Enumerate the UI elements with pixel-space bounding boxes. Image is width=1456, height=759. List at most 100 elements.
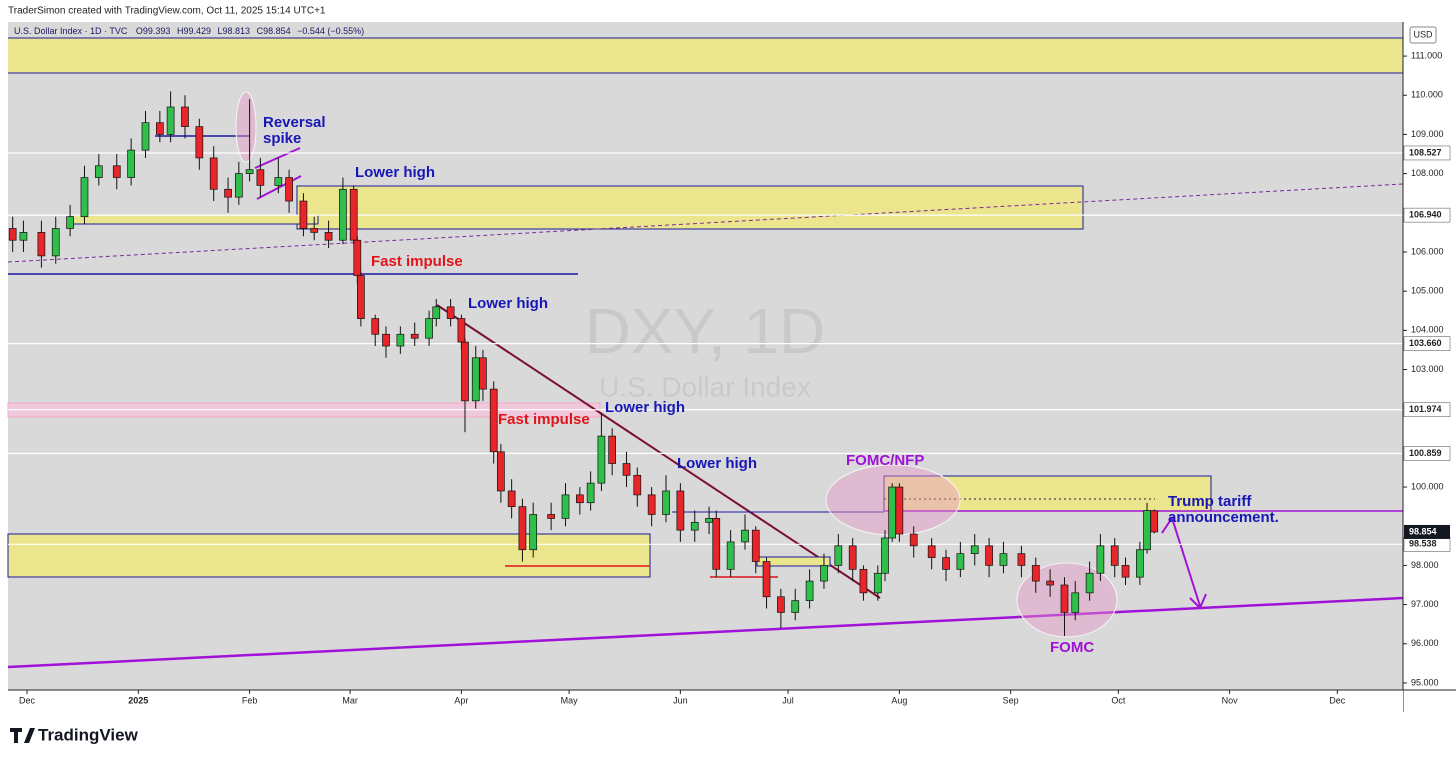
y-tick-label: 108.000	[1411, 168, 1444, 178]
level-label: 103.660	[1409, 338, 1442, 348]
annotation: FOMC/NFP	[846, 452, 924, 469]
candle-body	[141, 122, 150, 151]
candle-body	[608, 435, 617, 464]
level-label-box	[1403, 145, 1451, 161]
candle-body	[805, 580, 814, 602]
candle-body	[410, 333, 419, 339]
x-tick-label: Jul	[782, 695, 794, 705]
candle-body	[820, 565, 828, 582]
arrow-head	[1189, 593, 1207, 610]
candle-body	[324, 232, 333, 241]
annotation: Fast impulse	[498, 411, 590, 428]
watermark-symbol: DXY, 1D	[585, 295, 826, 367]
legend: U.S. Dollar Index · 1D · TVC O99.393 H99…	[14, 26, 364, 36]
y-tick-label: 103.000	[1411, 364, 1444, 374]
candle-body	[956, 553, 965, 570]
trend-line	[7, 596, 1404, 669]
y-tick-label: 97.000	[1411, 599, 1439, 609]
candle-body	[432, 306, 441, 319]
level-label: 100.859	[1409, 448, 1442, 458]
annotation: Lower high	[605, 399, 685, 416]
candle-body	[299, 200, 308, 229]
annotation: announcement.	[1168, 509, 1279, 526]
time-axis	[0, 690, 1403, 712]
last-price-box	[1404, 524, 1450, 539]
level-label: 108.527	[1409, 147, 1442, 157]
candle-body	[80, 177, 89, 218]
candle-body	[633, 474, 642, 496]
candle-body	[245, 169, 254, 174]
candle-body	[676, 490, 685, 531]
annotation: spike	[263, 130, 301, 147]
legend-change: −0.544 (−0.55%)	[297, 26, 364, 36]
candle-body	[547, 514, 555, 519]
annotation: FOMC	[1050, 639, 1094, 656]
candle-body	[112, 165, 121, 178]
candle-body	[834, 545, 843, 566]
channel-line	[256, 175, 302, 200]
candle-body	[791, 600, 800, 613]
level-label-box	[1403, 402, 1451, 418]
candle-body	[274, 177, 283, 186]
candle-body	[690, 521, 699, 531]
annotation: Lower high	[468, 295, 548, 312]
candle-body	[777, 596, 785, 613]
candle-body	[479, 357, 487, 390]
candle-body	[396, 333, 405, 347]
candle-body	[471, 357, 480, 402]
x-tick-label: May	[561, 695, 579, 705]
candle-body	[461, 341, 469, 402]
x-tick-label: Jun	[673, 695, 688, 705]
level-label: 106.940	[1409, 210, 1442, 220]
candle-body	[888, 486, 897, 539]
candle-body	[357, 275, 365, 319]
plot-area	[8, 22, 1403, 690]
candle-body	[310, 228, 319, 233]
x-tick-label: Oct	[1111, 695, 1126, 705]
level-label: 101.974	[1409, 404, 1442, 414]
x-tick-label: Aug	[891, 695, 907, 705]
projection-arrow	[1161, 515, 1201, 607]
candle-body	[195, 126, 204, 159]
candle-body	[166, 106, 175, 135]
legend-value: 98.854	[263, 26, 291, 36]
candle-body	[762, 561, 771, 598]
currency: USD	[1413, 29, 1433, 39]
candle-body	[285, 177, 293, 202]
last-price-label: 98.854	[1409, 526, 1437, 536]
candle-body	[726, 541, 735, 570]
x-tick-label: Feb	[242, 695, 258, 705]
candle-body	[497, 451, 505, 492]
candle-body	[94, 165, 103, 178]
y-tick-label: 105.000	[1411, 286, 1444, 296]
logo: TradingView	[10, 725, 139, 744]
axes: 95.000 96.000 97.000 98.000 100.000 103.000 10…	[19, 50, 1451, 705]
candle-body	[597, 435, 606, 484]
y-tick-label: 96.000	[1411, 638, 1439, 648]
trend-line	[436, 304, 881, 599]
candle-body	[576, 494, 584, 504]
candle-body	[881, 537, 889, 574]
candle-body	[705, 518, 713, 523]
x-tick-label: Dec	[19, 695, 36, 705]
candle-body	[647, 494, 656, 515]
x-tick-label: Mar	[342, 695, 358, 705]
legend-letter: C	[257, 26, 264, 36]
candle-body	[586, 482, 595, 504]
y-tick-label: 98.000	[1411, 560, 1439, 570]
candle-body	[927, 545, 936, 558]
legend-value: 98.813	[223, 26, 251, 36]
zone	[8, 38, 1403, 73]
legend-value: 99.429	[183, 26, 211, 36]
x-tick-label: Dec	[1329, 695, 1346, 705]
candle-body	[8, 228, 17, 241]
candle-body	[895, 486, 904, 535]
attribution: TraderSimon created with TradingView.com…	[8, 6, 326, 17]
candle-body	[349, 188, 358, 241]
candle-body	[507, 490, 516, 507]
zone	[296, 185, 1084, 230]
watermark: DXY, 1D U.S. Dollar Index	[585, 295, 826, 402]
y-tick-label: 109.000	[1411, 129, 1444, 139]
annotation: Fast impulse	[371, 253, 463, 270]
candle-body	[1110, 545, 1119, 566]
